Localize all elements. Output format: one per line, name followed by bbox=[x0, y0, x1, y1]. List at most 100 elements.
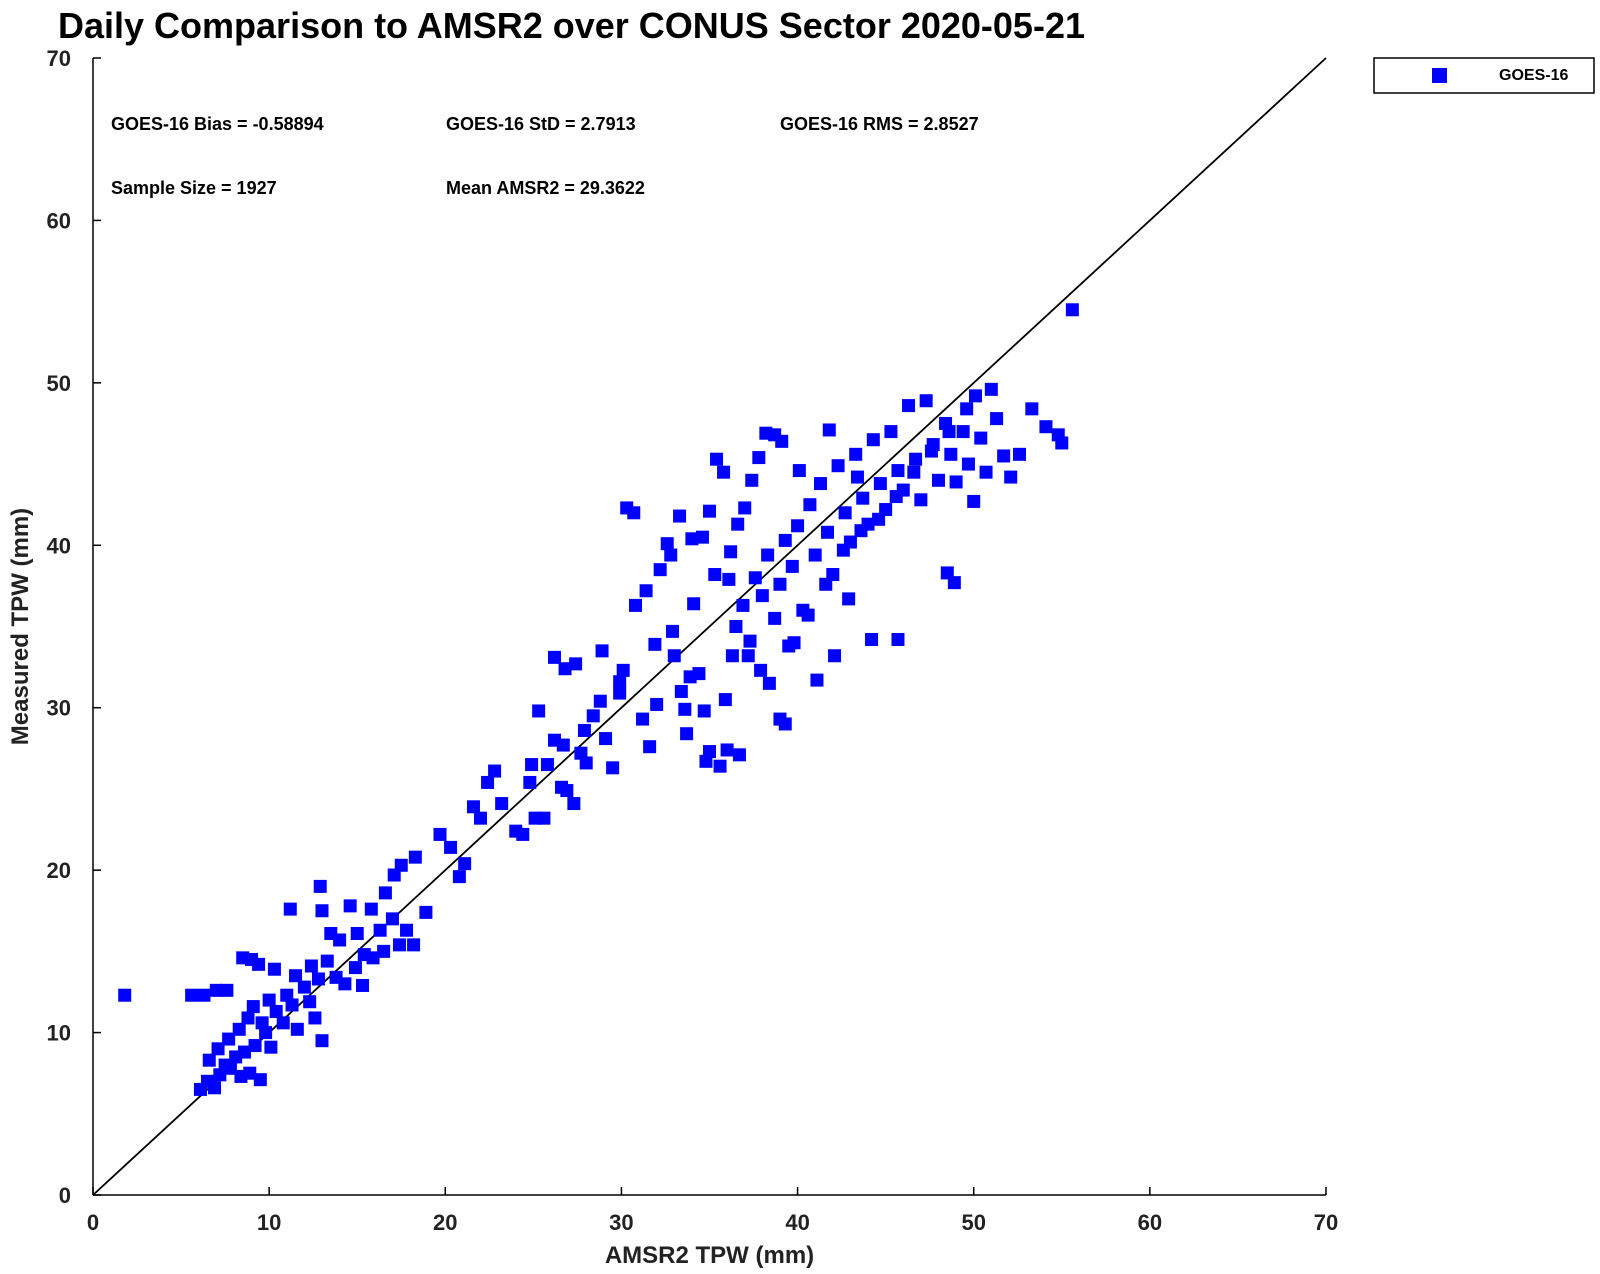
y-tick-label: 0 bbox=[59, 1183, 71, 1208]
data-point bbox=[768, 611, 782, 625]
data-point bbox=[253, 1073, 267, 1087]
data-point bbox=[761, 548, 775, 562]
data-point bbox=[1004, 470, 1018, 484]
data-point bbox=[304, 959, 318, 973]
y-tick-label: 70 bbox=[47, 46, 71, 71]
legend-label-goes16: GOES-16 bbox=[1499, 67, 1568, 84]
data-point bbox=[285, 998, 299, 1012]
data-point bbox=[297, 980, 311, 994]
data-point bbox=[537, 811, 551, 825]
data-point bbox=[736, 598, 750, 612]
data-point bbox=[752, 451, 766, 465]
data-point bbox=[289, 969, 303, 983]
data-point bbox=[773, 577, 787, 591]
data-point bbox=[237, 1045, 251, 1059]
data-point bbox=[211, 1042, 225, 1056]
data-point bbox=[849, 447, 863, 461]
data-point bbox=[821, 525, 835, 539]
data-point bbox=[685, 532, 699, 546]
data-point bbox=[873, 477, 887, 491]
stat-std: GOES-16 StD = 2.7913 bbox=[446, 114, 636, 134]
data-point bbox=[720, 743, 734, 757]
data-point bbox=[792, 464, 806, 478]
data-point bbox=[808, 548, 822, 562]
data-point bbox=[593, 694, 607, 708]
data-point bbox=[828, 649, 842, 663]
data-point bbox=[909, 452, 923, 466]
data-point bbox=[516, 827, 530, 841]
data-point bbox=[666, 624, 680, 638]
data-point bbox=[385, 912, 399, 926]
data-point bbox=[532, 704, 546, 718]
data-point bbox=[248, 1039, 262, 1053]
data-point bbox=[474, 811, 488, 825]
data-point bbox=[724, 545, 738, 559]
data-point bbox=[209, 983, 223, 997]
data-point bbox=[902, 399, 916, 413]
data-point bbox=[378, 886, 392, 900]
data-point bbox=[243, 1066, 257, 1080]
data-point bbox=[803, 498, 817, 512]
data-point bbox=[961, 457, 975, 471]
data-point bbox=[984, 382, 998, 396]
data-point bbox=[222, 1032, 236, 1046]
data-point bbox=[907, 465, 921, 479]
data-point bbox=[924, 444, 938, 458]
data-point bbox=[269, 1004, 283, 1018]
data-point bbox=[392, 938, 406, 952]
data-point bbox=[255, 1016, 269, 1030]
data-point bbox=[558, 662, 572, 676]
data-point bbox=[458, 857, 472, 871]
x-axis: 0 10 20 30 40 50 60 70 bbox=[87, 1187, 1338, 1235]
data-point bbox=[540, 758, 554, 772]
data-point bbox=[931, 473, 945, 487]
data-point bbox=[944, 447, 958, 461]
data-point bbox=[643, 740, 657, 754]
data-point bbox=[525, 758, 539, 772]
data-point bbox=[778, 533, 792, 547]
data-point bbox=[185, 988, 199, 1002]
data-point bbox=[695, 530, 709, 544]
data-point bbox=[653, 563, 667, 577]
data-point bbox=[819, 577, 833, 591]
data-point bbox=[262, 993, 276, 1007]
data-point bbox=[246, 1000, 260, 1014]
data-point bbox=[290, 1022, 304, 1036]
data-point bbox=[648, 637, 662, 651]
data-point bbox=[703, 504, 716, 518]
y-tick-label: 50 bbox=[47, 371, 71, 396]
data-point bbox=[884, 425, 898, 439]
data-point bbox=[949, 475, 963, 489]
data-point bbox=[343, 899, 357, 913]
data-point bbox=[748, 571, 762, 585]
data-point bbox=[667, 649, 681, 663]
data-point bbox=[854, 524, 868, 538]
data-point bbox=[567, 797, 581, 811]
data-point bbox=[197, 988, 211, 1002]
y-tick-label: 20 bbox=[47, 858, 71, 883]
data-point bbox=[466, 800, 480, 814]
data-point bbox=[627, 506, 641, 520]
data-point bbox=[613, 686, 627, 700]
data-point bbox=[967, 494, 981, 508]
data-point bbox=[810, 673, 824, 687]
stat-bias: GOES-16 Bias = -0.58894 bbox=[111, 114, 324, 134]
data-point bbox=[872, 512, 886, 526]
data-point bbox=[699, 754, 713, 768]
data-point bbox=[660, 537, 674, 551]
x-tick-label: 20 bbox=[433, 1210, 457, 1235]
data-point bbox=[865, 632, 879, 646]
data-point bbox=[629, 598, 643, 612]
data-point bbox=[252, 957, 266, 971]
data-point bbox=[664, 548, 678, 562]
data-point bbox=[708, 568, 722, 582]
x-tick-label: 0 bbox=[87, 1210, 99, 1235]
data-point bbox=[697, 704, 711, 718]
data-point bbox=[586, 709, 600, 723]
data-point bbox=[283, 902, 297, 916]
legend: GOES-16 bbox=[1373, 57, 1595, 94]
data-point bbox=[722, 572, 736, 586]
y-tick-label: 60 bbox=[47, 208, 71, 233]
data-point bbox=[732, 748, 746, 762]
data-point bbox=[850, 470, 864, 484]
